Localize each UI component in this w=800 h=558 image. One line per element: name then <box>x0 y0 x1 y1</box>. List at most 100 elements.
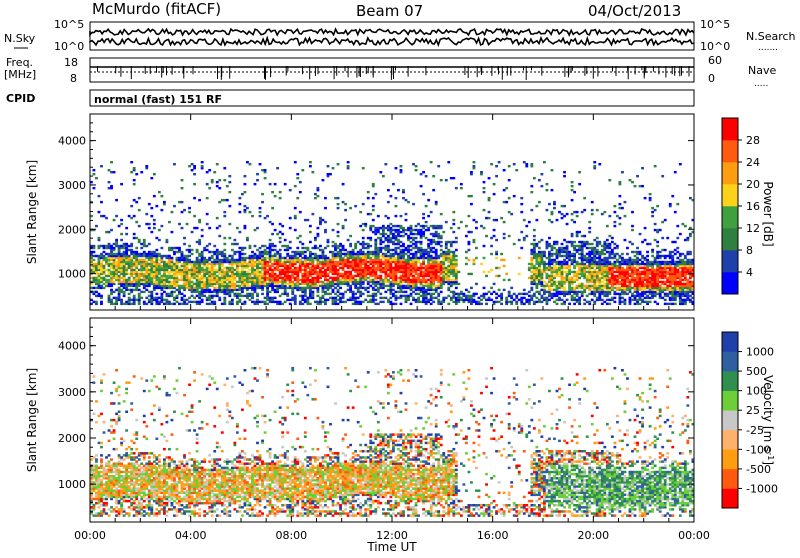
heatmap-cell <box>322 249 325 251</box>
heatmap-cell <box>551 221 554 223</box>
heatmap-cell <box>495 175 498 177</box>
heatmap-cell <box>148 269 151 271</box>
heatmap-cell <box>198 219 201 221</box>
heatmap-cell <box>598 277 601 279</box>
heatmap-cell <box>435 285 438 287</box>
heatmap-cell <box>271 269 274 271</box>
heatmap-cell <box>568 265 571 267</box>
heatmap-cell <box>133 261 136 263</box>
heatmap-cell <box>296 267 299 269</box>
heatmap-cell <box>402 227 405 229</box>
heatmap-cell <box>354 253 357 255</box>
heatmap-cell <box>578 283 581 285</box>
heatmap-cell <box>145 245 148 247</box>
heatmap-cell <box>629 273 632 275</box>
heatmap-cell <box>374 303 377 305</box>
heatmap-cell <box>591 257 594 259</box>
heatmap-cell <box>166 255 169 257</box>
heatmap-cell <box>362 251 365 253</box>
heatmap-cell <box>276 275 279 277</box>
heatmap-cell <box>432 189 435 191</box>
heatmap-cell <box>196 295 199 297</box>
heatmap-cell <box>440 235 443 237</box>
heatmap-cell <box>158 253 161 255</box>
heatmap-cell <box>145 213 148 215</box>
heatmap-cell <box>571 185 574 187</box>
heatmap-cell <box>389 227 392 229</box>
heatmap-cell <box>246 257 249 259</box>
heatmap-cell <box>274 249 277 251</box>
heatmap-cell <box>233 293 236 295</box>
heatmap-cell <box>103 255 106 257</box>
heatmap-cell <box>128 215 131 217</box>
heatmap-cell <box>546 283 549 285</box>
heatmap-cell <box>223 243 226 245</box>
heatmap-cell <box>473 259 476 261</box>
heatmap-cell <box>379 171 382 173</box>
heatmap-cell <box>103 265 106 267</box>
heatmap-cell <box>392 253 395 255</box>
heatmap-cell <box>324 247 327 249</box>
heatmap-cell <box>505 297 508 299</box>
heatmap-cell <box>583 197 586 199</box>
heatmap-cell <box>422 285 425 287</box>
heatmap-cell <box>588 251 591 253</box>
heatmap-cell <box>138 293 141 295</box>
heatmap-cell <box>221 269 224 271</box>
heatmap-cell <box>558 211 561 213</box>
heatmap-cell <box>493 229 496 231</box>
heatmap-cell <box>548 237 551 239</box>
heatmap-cell <box>359 249 362 251</box>
heatmap-cell <box>367 265 370 267</box>
heatmap-cell <box>551 289 554 291</box>
heatmap-cell <box>279 269 282 271</box>
heatmap-cell <box>402 291 405 293</box>
heatmap-cell <box>583 303 586 305</box>
heatmap-cell <box>621 297 624 299</box>
heatmap-cell <box>367 261 370 263</box>
heatmap-cell <box>256 173 259 175</box>
heatmap-cell <box>130 161 133 163</box>
heatmap-cell <box>410 237 413 239</box>
heatmap-cell <box>261 251 264 253</box>
heatmap-cell <box>201 229 204 231</box>
heatmap-cell <box>636 299 639 301</box>
heatmap-cell <box>145 253 148 255</box>
heatmap-cell <box>238 251 241 253</box>
heatmap-cell <box>181 303 184 305</box>
heatmap-cell <box>573 279 576 281</box>
heatmap-cell <box>203 247 206 249</box>
heatmap-cell <box>551 211 554 213</box>
heatmap-cell <box>543 281 546 283</box>
heatmap-cell <box>153 219 156 221</box>
heatmap-cell <box>417 223 420 225</box>
heatmap-cell <box>586 301 589 303</box>
heatmap-cell <box>576 231 579 233</box>
heatmap-cell <box>251 255 254 257</box>
heatmap-cell <box>417 293 420 295</box>
heatmap-cell <box>591 247 594 249</box>
heatmap-cell <box>166 293 169 295</box>
heatmap-cell <box>556 285 559 287</box>
heatmap-cell <box>405 229 408 231</box>
heatmap-cell <box>354 279 357 281</box>
heatmap-cell <box>465 289 468 291</box>
heatmap-cell <box>530 287 533 289</box>
heatmap-cell <box>455 255 458 257</box>
heatmap-cell <box>181 293 184 295</box>
heatmap-cell <box>395 225 398 227</box>
heatmap-cell <box>631 251 634 253</box>
heatmap-cell <box>606 225 609 227</box>
heatmap-cell <box>387 299 390 301</box>
heatmap-cell <box>271 249 274 251</box>
heatmap-cell <box>201 251 204 253</box>
heatmap-cell <box>223 167 226 169</box>
heatmap-cell <box>563 205 566 207</box>
heatmap-cell <box>596 209 599 211</box>
heatmap-cell <box>289 189 292 191</box>
heatmap-cell <box>412 203 415 205</box>
heatmap-cell <box>415 277 418 279</box>
heatmap-cell <box>616 215 619 217</box>
heatmap-cell <box>228 223 231 225</box>
heatmap-cell <box>196 257 199 259</box>
